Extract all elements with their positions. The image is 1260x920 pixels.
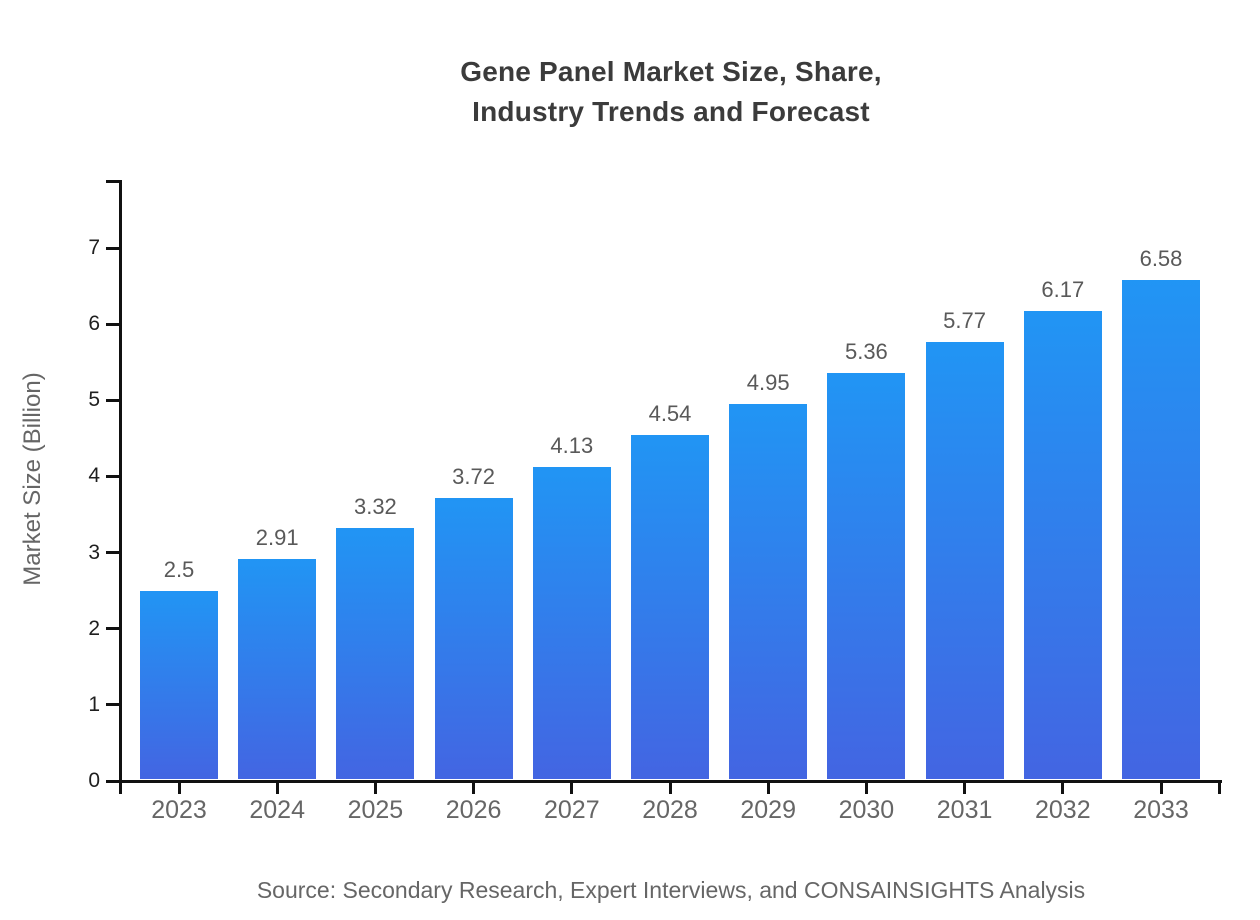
bar-2027 xyxy=(532,466,611,780)
x-tick xyxy=(668,781,672,794)
y-tick xyxy=(106,398,120,402)
y-tick xyxy=(106,246,120,250)
y-tick-label: 6 xyxy=(88,312,100,336)
y-tick-label: 4 xyxy=(88,464,100,488)
x-tick xyxy=(472,781,476,794)
x-tick xyxy=(1159,781,1163,794)
bar-value-label: 2.91 xyxy=(255,525,299,551)
y-tick-label: 1 xyxy=(88,692,100,716)
chart-title-line2: Industry Trends and Forecast xyxy=(472,96,870,127)
x-tick-label-2032: 2032 xyxy=(1034,796,1091,824)
y-tick xyxy=(106,779,120,783)
bar-value-label: 5.77 xyxy=(943,307,986,333)
bar-value-label: 4.54 xyxy=(648,401,692,427)
x-tick-label-2031: 2031 xyxy=(936,796,993,824)
bar-2028 xyxy=(631,435,709,780)
bar-2032 xyxy=(1023,311,1102,780)
x-tick xyxy=(570,781,574,794)
bar-value-label: 6.17 xyxy=(1041,277,1085,303)
bar-2025 xyxy=(336,528,415,780)
x-tick xyxy=(373,781,377,794)
y-tick-label: 5 xyxy=(88,388,100,412)
bar-value-label: 4.95 xyxy=(746,370,790,396)
bar-2033 xyxy=(1122,279,1200,780)
y-tick xyxy=(106,474,120,478)
y-tick xyxy=(106,703,120,707)
source-caption: Source: Secondary Research, Expert Inter… xyxy=(256,877,1086,903)
y-axis-line xyxy=(118,180,122,794)
bar-2023 xyxy=(140,590,218,780)
x-tick-label-2025: 2025 xyxy=(347,796,404,824)
x-tick-label-2023: 2023 xyxy=(151,796,207,824)
bar-2026 xyxy=(434,497,513,780)
x-tick-label-2030: 2030 xyxy=(838,796,895,824)
x-axis-right-cap-tick xyxy=(1218,781,1221,794)
y-axis-top-cap-tick xyxy=(106,180,120,183)
y-tick-label: 2 xyxy=(88,616,100,640)
bar-2030 xyxy=(827,372,906,780)
x-tick xyxy=(1061,781,1065,794)
y-tick-label: 0 xyxy=(88,769,100,792)
x-tick-label-2033: 2033 xyxy=(1133,796,1189,824)
bar-2029 xyxy=(729,404,808,780)
x-tick xyxy=(177,781,181,794)
y-tick xyxy=(106,627,120,631)
y-tick xyxy=(106,322,120,326)
x-tick xyxy=(963,781,967,794)
x-tick-label-2028: 2028 xyxy=(642,796,698,824)
x-tick-label-2024: 2024 xyxy=(249,796,305,824)
bar-2031 xyxy=(925,341,1004,780)
x-tick-label-2026: 2026 xyxy=(445,796,502,824)
x-tick-label-2027: 2027 xyxy=(543,796,600,824)
bar-value-label: 6.58 xyxy=(1139,245,1183,271)
x-tick xyxy=(766,781,770,794)
bar-value-label: 3.32 xyxy=(353,494,397,520)
bar-value-label: 2.5 xyxy=(163,556,195,582)
bar-2024 xyxy=(238,559,317,780)
chart-title-line1: Gene Panel Market Size, Share, xyxy=(460,56,882,87)
y-tick xyxy=(106,551,120,555)
bar-value-label: 5.36 xyxy=(844,338,888,364)
bar-value-label: 3.72 xyxy=(452,463,495,489)
chart-title: Gene Panel Market Size, Share, Industry … xyxy=(120,52,1222,132)
x-tick xyxy=(864,781,868,794)
bar-value-label: 4.13 xyxy=(550,432,594,458)
y-tick-label: 7 xyxy=(88,236,100,259)
x-tick-label-2029: 2029 xyxy=(740,796,796,824)
x-tick xyxy=(275,781,279,794)
y-tick-label: 3 xyxy=(88,540,100,564)
